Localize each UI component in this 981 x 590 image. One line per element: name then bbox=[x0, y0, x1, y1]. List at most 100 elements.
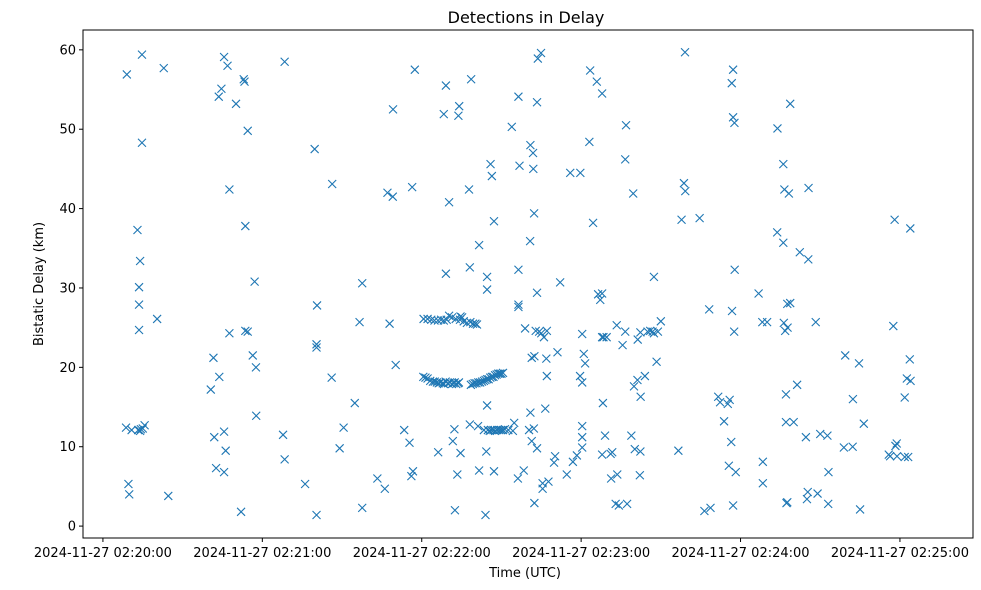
data-point bbox=[532, 288, 542, 298]
data-point bbox=[513, 474, 523, 483]
data-point bbox=[730, 265, 740, 275]
data-point bbox=[600, 431, 610, 440]
x-tick-label: 2024-11-27 02:25:00 bbox=[831, 546, 969, 561]
data-point bbox=[388, 104, 398, 114]
data-point bbox=[529, 208, 539, 218]
data-point bbox=[519, 466, 529, 475]
data-point bbox=[140, 420, 150, 430]
data-point bbox=[891, 441, 900, 451]
data-point bbox=[231, 99, 241, 109]
data-point bbox=[550, 451, 560, 461]
data-point bbox=[448, 436, 458, 446]
data-point bbox=[824, 467, 833, 477]
data-point bbox=[206, 385, 216, 394]
data-point bbox=[486, 159, 495, 169]
data-point bbox=[802, 494, 812, 504]
data-point bbox=[357, 503, 367, 513]
chart-title: Detections in Delay bbox=[448, 8, 605, 27]
data-point bbox=[532, 443, 542, 453]
data-point bbox=[595, 295, 605, 305]
data-point bbox=[525, 236, 535, 246]
data-point bbox=[407, 182, 417, 192]
data-point bbox=[839, 443, 849, 452]
data-point bbox=[622, 499, 632, 509]
data-point bbox=[607, 447, 617, 457]
data-point bbox=[553, 347, 562, 357]
data-point bbox=[778, 238, 788, 248]
data-point bbox=[713, 392, 723, 402]
data-point bbox=[219, 427, 229, 437]
data-point bbox=[481, 375, 490, 385]
data-point bbox=[673, 446, 683, 456]
data-point bbox=[706, 503, 715, 513]
data-point bbox=[888, 321, 898, 331]
data-point bbox=[388, 192, 398, 202]
data-point bbox=[399, 425, 409, 435]
data-point bbox=[127, 425, 137, 435]
data-point bbox=[217, 84, 226, 94]
data-point bbox=[592, 77, 602, 86]
data-point bbox=[473, 421, 483, 431]
data-point bbox=[419, 314, 428, 324]
data-point bbox=[514, 302, 523, 312]
data-point bbox=[465, 262, 475, 272]
data-point bbox=[482, 285, 492, 294]
data-point bbox=[134, 325, 144, 335]
data-point bbox=[629, 382, 639, 391]
data-point bbox=[312, 510, 321, 520]
data-point bbox=[327, 373, 337, 383]
data-point bbox=[514, 92, 523, 102]
data-point bbox=[524, 425, 534, 435]
data-point bbox=[781, 389, 791, 399]
data-point bbox=[801, 432, 811, 442]
data-point bbox=[781, 417, 791, 427]
data-point bbox=[848, 442, 858, 452]
x-tick-label: 2024-11-27 02:24:00 bbox=[671, 546, 809, 561]
data-point bbox=[529, 351, 539, 361]
data-point bbox=[725, 395, 735, 405]
data-point bbox=[134, 300, 144, 310]
data-point bbox=[758, 457, 768, 467]
data-point bbox=[636, 392, 646, 402]
data-point bbox=[584, 137, 594, 147]
data-point bbox=[772, 228, 782, 237]
data-point bbox=[482, 401, 492, 410]
data-point bbox=[903, 452, 913, 462]
data-point bbox=[243, 126, 253, 136]
data-point bbox=[890, 215, 900, 225]
data-point bbox=[626, 431, 636, 440]
data-point bbox=[468, 379, 478, 389]
data-point bbox=[507, 122, 517, 132]
data-point bbox=[214, 92, 224, 102]
data-point bbox=[327, 179, 337, 189]
data-point bbox=[541, 354, 551, 364]
data-point bbox=[423, 314, 432, 324]
data-point bbox=[783, 323, 792, 333]
data-point bbox=[635, 447, 645, 456]
data-point bbox=[209, 353, 218, 363]
data-point bbox=[529, 424, 539, 433]
data-point bbox=[785, 99, 795, 109]
data-point bbox=[135, 256, 145, 266]
data-point bbox=[454, 101, 464, 111]
data-point bbox=[472, 378, 481, 388]
data-point bbox=[531, 326, 541, 336]
data-point bbox=[357, 278, 367, 288]
data-point bbox=[528, 148, 538, 158]
data-point bbox=[542, 371, 552, 381]
data-point bbox=[410, 65, 420, 75]
data-point bbox=[489, 466, 499, 476]
data-point bbox=[754, 289, 763, 298]
data-point bbox=[726, 437, 736, 447]
data-point bbox=[785, 298, 795, 308]
data-point bbox=[892, 451, 902, 461]
data-point bbox=[163, 491, 173, 501]
data-point bbox=[652, 357, 661, 367]
data-point bbox=[441, 81, 451, 90]
data-point bbox=[514, 300, 523, 310]
data-point bbox=[224, 185, 234, 194]
data-point bbox=[565, 168, 575, 178]
data-point bbox=[633, 375, 642, 385]
data-point bbox=[527, 436, 537, 446]
